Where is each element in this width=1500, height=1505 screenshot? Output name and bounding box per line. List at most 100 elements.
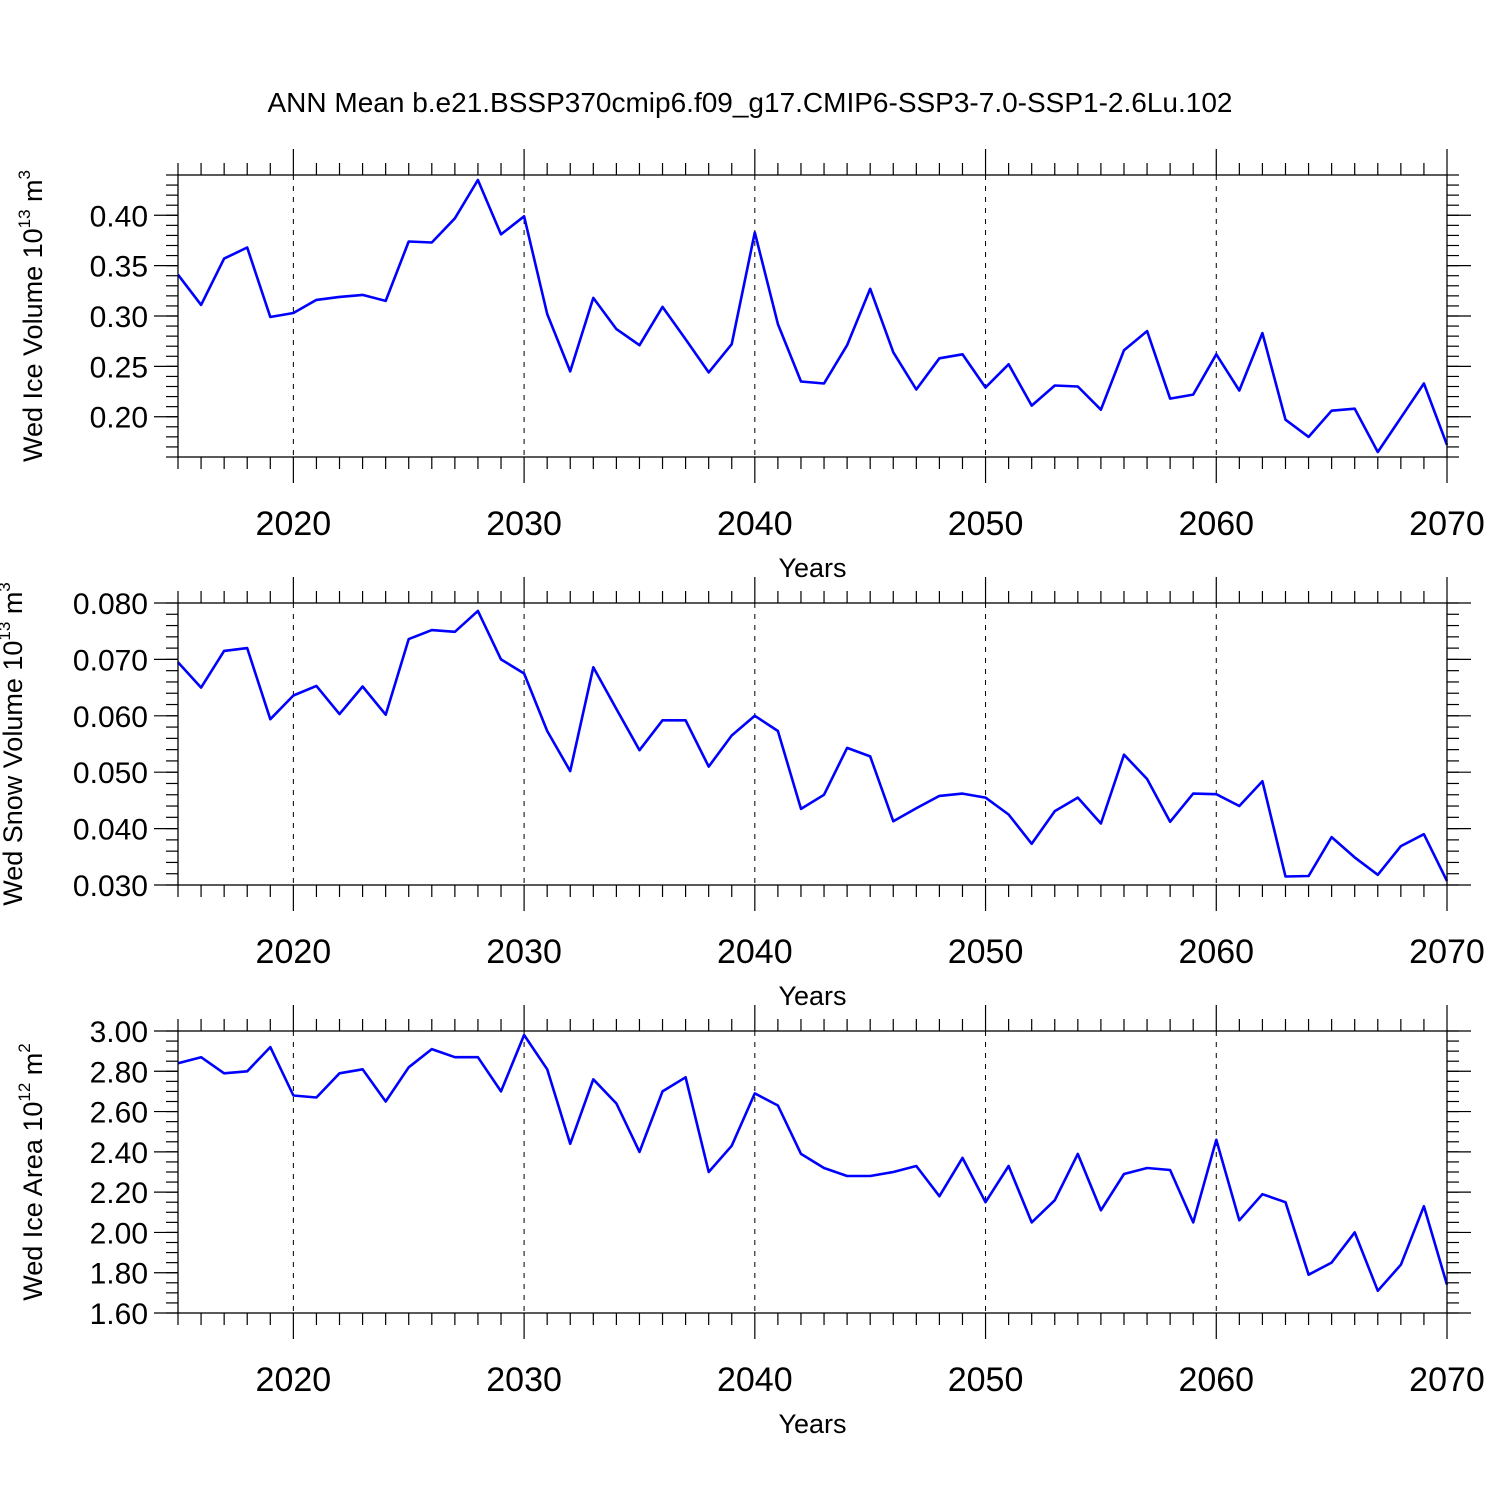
data-point: [223, 650, 225, 652]
y-tick-label: 0.050: [73, 757, 148, 790]
y-tick-label: 2.80: [90, 1056, 148, 1089]
data-point: [984, 1201, 986, 1203]
data-point: [1354, 856, 1356, 858]
x-axis-title: Years: [778, 1409, 846, 1439]
data-point: [707, 765, 709, 767]
data-point: [1030, 404, 1032, 406]
data-point: [684, 338, 686, 340]
data-point: [1123, 349, 1125, 351]
y-tick-label: 1.60: [90, 1298, 148, 1331]
data-point: [661, 1090, 663, 1092]
data-point: [408, 240, 410, 242]
data-point: [569, 370, 571, 372]
data-point: [384, 300, 386, 302]
data-point: [1146, 330, 1148, 332]
data-point: [592, 1078, 594, 1080]
data-point: [292, 312, 294, 314]
data-point: [961, 792, 963, 794]
x-tick-label: 2030: [486, 933, 562, 971]
y-tick-label: 0.35: [90, 251, 148, 284]
data-point: [454, 1056, 456, 1058]
y-tick-label: 3.00: [90, 1016, 148, 1049]
data-point: [246, 246, 248, 248]
y-tick-label: 0.30: [90, 301, 148, 334]
data-point: [546, 313, 548, 315]
data-point: [1238, 805, 1240, 807]
data-point: [707, 371, 709, 373]
data-point: [1215, 793, 1217, 795]
data-point: [777, 323, 779, 325]
data-point: [500, 233, 502, 235]
data-point: [546, 1068, 548, 1070]
data-point: [408, 1066, 410, 1068]
data-point: [661, 719, 663, 721]
data-point: [592, 297, 594, 299]
data-point: [1284, 419, 1286, 421]
data-point: [1261, 332, 1263, 334]
x-tick-label: 2030: [486, 1361, 562, 1399]
data-point: [777, 730, 779, 732]
data-point: [731, 734, 733, 736]
data-point: [1007, 363, 1009, 365]
x-tick-label: 2020: [256, 933, 332, 971]
data-point: [1146, 1167, 1148, 1169]
data-point: [1192, 1221, 1194, 1223]
data-point: [1377, 874, 1379, 876]
series-line: [177, 1033, 1449, 1293]
x-tick-label: 2030: [486, 505, 562, 543]
data-point: [477, 610, 479, 612]
data-point: [915, 1165, 917, 1167]
data-point: [315, 685, 317, 687]
data-point: [1423, 1205, 1425, 1207]
data-point: [1192, 792, 1194, 794]
data-point: [961, 353, 963, 355]
figure-title: ANN Mean b.e21.BSSP370cmip6.f09_g17.CMIP…: [267, 87, 1232, 118]
panel-2: 0.030 0.040 0.050 0.060 0.070 0.080 2020 2030 20…: [0, 577, 1485, 1011]
y-tick-label: 0.080: [73, 588, 148, 621]
data-point: [1169, 397, 1171, 399]
y-tick-label: 1.80: [90, 1258, 148, 1291]
data-point: [1100, 1209, 1102, 1211]
data-point: [1007, 813, 1009, 815]
data-point: [477, 1056, 479, 1058]
data-point: [1284, 875, 1286, 877]
data-point: [292, 694, 294, 696]
y-axis-title: Wed Snow Volume 1013 m3: [0, 582, 28, 906]
data-point: [1169, 821, 1171, 823]
data-point: [1100, 822, 1102, 824]
data-point: [661, 306, 663, 308]
data-point: [1261, 780, 1263, 782]
data-point: [200, 304, 202, 306]
data-point: [1354, 1231, 1356, 1233]
data-point: [1377, 451, 1379, 453]
data-point: [1238, 389, 1240, 391]
data-point: [1077, 1153, 1079, 1155]
y-tick-label: 0.070: [73, 644, 148, 677]
data-point: [569, 770, 571, 772]
data-point: [800, 808, 802, 810]
data-point: [269, 316, 271, 318]
data-point: [731, 1145, 733, 1147]
data-point: [1192, 393, 1194, 395]
data-point: [315, 299, 317, 301]
data-point: [823, 1167, 825, 1169]
data-point: [1054, 384, 1056, 386]
data-point: [361, 1068, 363, 1070]
data-point: [1030, 1221, 1032, 1223]
data-point: [615, 328, 617, 330]
data-point: [1100, 408, 1102, 410]
data-point: [846, 1175, 848, 1177]
data-point: [1261, 1193, 1263, 1195]
x-tick-label: 2070: [1409, 505, 1485, 543]
data-point: [1307, 1274, 1309, 1276]
data-point: [846, 344, 848, 346]
x-tick-label: 2040: [717, 933, 793, 971]
data-point: [1238, 1219, 1240, 1221]
data-point: [638, 1151, 640, 1153]
data-point: [800, 380, 802, 382]
x-tick-label: 2050: [948, 505, 1024, 543]
y-tick-label: 0.030: [73, 870, 148, 903]
data-point: [1215, 1139, 1217, 1141]
x-tick-label: 2040: [717, 505, 793, 543]
panels: 0.20 0.25 0.30 0.35 0.40 2020 2030 2040 2050 2060…: [0, 149, 1485, 1439]
